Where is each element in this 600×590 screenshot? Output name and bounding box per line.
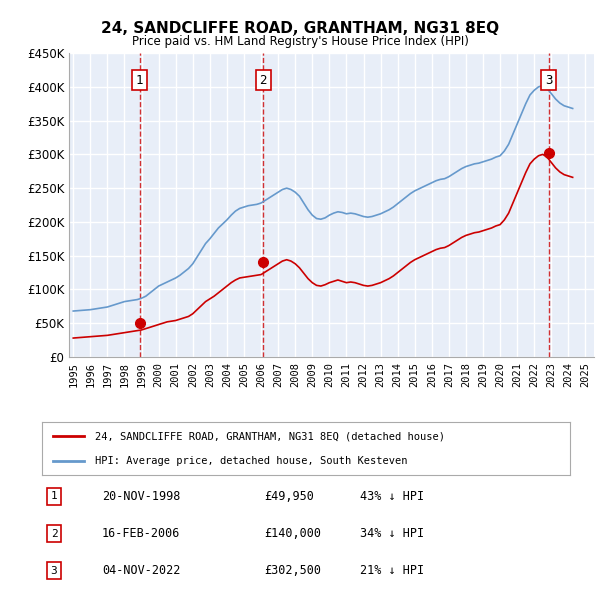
Text: 24, SANDCLIFFE ROAD, GRANTHAM, NG31 8EQ (detached house): 24, SANDCLIFFE ROAD, GRANTHAM, NG31 8EQ … (95, 431, 445, 441)
Text: 2: 2 (50, 529, 58, 539)
Text: 3: 3 (545, 74, 553, 87)
Text: £302,500: £302,500 (264, 564, 321, 578)
Text: 24, SANDCLIFFE ROAD, GRANTHAM, NG31 8EQ: 24, SANDCLIFFE ROAD, GRANTHAM, NG31 8EQ (101, 21, 499, 35)
Text: 21% ↓ HPI: 21% ↓ HPI (360, 564, 424, 578)
Text: 34% ↓ HPI: 34% ↓ HPI (360, 527, 424, 540)
Text: HPI: Average price, detached house, South Kesteven: HPI: Average price, detached house, Sout… (95, 455, 407, 466)
Text: 1: 1 (50, 491, 58, 502)
Text: £140,000: £140,000 (264, 527, 321, 540)
Text: 43% ↓ HPI: 43% ↓ HPI (360, 490, 424, 503)
Text: £49,950: £49,950 (264, 490, 314, 503)
Text: 04-NOV-2022: 04-NOV-2022 (102, 564, 181, 578)
Text: 3: 3 (50, 566, 58, 576)
Text: 20-NOV-1998: 20-NOV-1998 (102, 490, 181, 503)
Text: 1: 1 (136, 74, 143, 87)
Text: Price paid vs. HM Land Registry's House Price Index (HPI): Price paid vs. HM Land Registry's House … (131, 35, 469, 48)
Text: 2: 2 (259, 74, 267, 87)
Text: 16-FEB-2006: 16-FEB-2006 (102, 527, 181, 540)
